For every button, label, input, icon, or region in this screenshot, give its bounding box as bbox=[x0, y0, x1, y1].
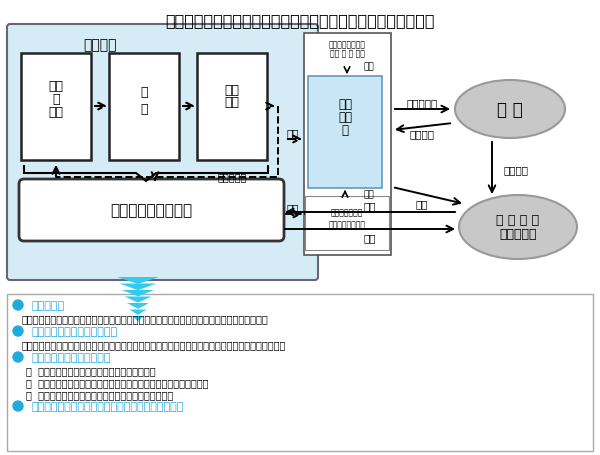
Polygon shape bbox=[132, 316, 144, 322]
Text: 各所管課: 各所管課 bbox=[83, 38, 117, 52]
Circle shape bbox=[13, 352, 23, 362]
Text: 市 民: 市 民 bbox=[497, 101, 523, 119]
Text: 年次: 年次 bbox=[338, 98, 352, 111]
Text: 実: 実 bbox=[140, 86, 148, 99]
Text: ＊  男女どちらかに偏った表現になっていないか: ＊ 男女どちらかに偏った表現になっていないか bbox=[26, 365, 155, 375]
Polygon shape bbox=[127, 303, 149, 309]
Text: 行政内部における事務事業の推進状況の点検、評価のイメージ: 行政内部における事務事業の推進状況の点検、評価のイメージ bbox=[165, 13, 435, 28]
Ellipse shape bbox=[455, 81, 565, 139]
Text: 回答: 回答 bbox=[364, 233, 376, 243]
Polygon shape bbox=[119, 284, 157, 291]
FancyBboxPatch shape bbox=[305, 197, 389, 250]
FancyBboxPatch shape bbox=[7, 294, 593, 451]
Text: 企画: 企画 bbox=[49, 81, 64, 93]
FancyBboxPatch shape bbox=[304, 34, 391, 255]
Polygon shape bbox=[130, 310, 146, 315]
Text: 〔男女平等施策〕: 〔男女平等施策〕 bbox=[329, 40, 365, 50]
Text: 報告: 報告 bbox=[338, 111, 352, 124]
Circle shape bbox=[13, 326, 23, 336]
Text: 自己: 自己 bbox=[224, 83, 239, 96]
Polygon shape bbox=[125, 297, 151, 303]
Text: 報告: 報告 bbox=[287, 202, 299, 212]
FancyBboxPatch shape bbox=[19, 180, 284, 242]
Text: 評価: 評価 bbox=[224, 96, 239, 109]
Text: 公表: 公表 bbox=[416, 198, 428, 208]
Text: 推進審議会: 推進審議会 bbox=[499, 228, 537, 241]
Text: 〔推 進 部 会〕: 〔推 進 部 会〕 bbox=[329, 50, 364, 58]
Text: 作成: 作成 bbox=[363, 190, 374, 199]
FancyBboxPatch shape bbox=[308, 77, 382, 188]
Text: 報告: 報告 bbox=[287, 128, 299, 138]
Text: 検討: 検討 bbox=[363, 62, 374, 71]
Text: ＊  外観や嗜好性など、男女を固定的なイメージで表現していないか: ＊ 外観や嗜好性など、男女を固定的なイメージで表現していないか bbox=[26, 377, 209, 387]
Text: 事業の点検: 事業の点検 bbox=[31, 300, 64, 310]
Text: 意見反映: 意見反映 bbox=[409, 129, 434, 139]
Text: 男女平等推進の視点からの不必要な性別表記の点検: 男女平等推進の視点からの不必要な性別表記の点検 bbox=[31, 401, 184, 411]
Text: 各所管課における計画の点検: 各所管課における計画の点検 bbox=[31, 326, 117, 336]
Text: 検証、反映: 検証、反映 bbox=[218, 172, 247, 182]
Circle shape bbox=[13, 300, 23, 310]
FancyBboxPatch shape bbox=[109, 54, 179, 161]
Text: 質問: 質問 bbox=[364, 201, 376, 211]
Text: 施: 施 bbox=[140, 103, 148, 116]
FancyBboxPatch shape bbox=[197, 54, 267, 161]
Text: 〔市民局人権・: 〔市民局人権・ bbox=[331, 208, 363, 217]
Polygon shape bbox=[122, 290, 154, 297]
FancyBboxPatch shape bbox=[7, 25, 318, 280]
Text: 男 女 平 等: 男 女 平 等 bbox=[496, 214, 539, 227]
Text: 書: 書 bbox=[341, 124, 349, 137]
Text: 各所管課で策定されている計画、今後策定予定の計画は、男女平等を推進する視点に配慮しているか: 各所管課で策定されている計画、今後策定予定の計画は、男女平等を推進する視点に配慮… bbox=[22, 339, 286, 349]
Text: 男女共同参画室〕: 男女共同参画室〕 bbox=[329, 220, 365, 229]
Ellipse shape bbox=[459, 196, 577, 259]
Circle shape bbox=[13, 401, 23, 411]
Text: 意見反映: 意見反映 bbox=[503, 165, 528, 175]
Text: ＊  目を引く公報表現のために女性を起用していないか: ＊ 目を引く公報表現のために女性を起用していないか bbox=[26, 389, 173, 399]
Text: 作成、公表: 作成、公表 bbox=[406, 98, 437, 108]
Text: 公的市民向け刊行物の点検: 公的市民向け刊行物の点検 bbox=[31, 352, 110, 362]
Text: ・: ・ bbox=[52, 93, 60, 106]
Polygon shape bbox=[117, 278, 159, 284]
Text: 立案: 立案 bbox=[49, 106, 64, 119]
Text: 事業が男女それぞれの置かれた状況、それに基づくニーズを的確に把握し、実施されているか: 事業が男女それぞれの置かれた状況、それに基づくニーズを的確に把握し、実施されてい… bbox=[22, 313, 269, 324]
FancyBboxPatch shape bbox=[21, 54, 91, 161]
Text: 男女共同参画推進員: 男女共同参画推進員 bbox=[110, 203, 192, 218]
